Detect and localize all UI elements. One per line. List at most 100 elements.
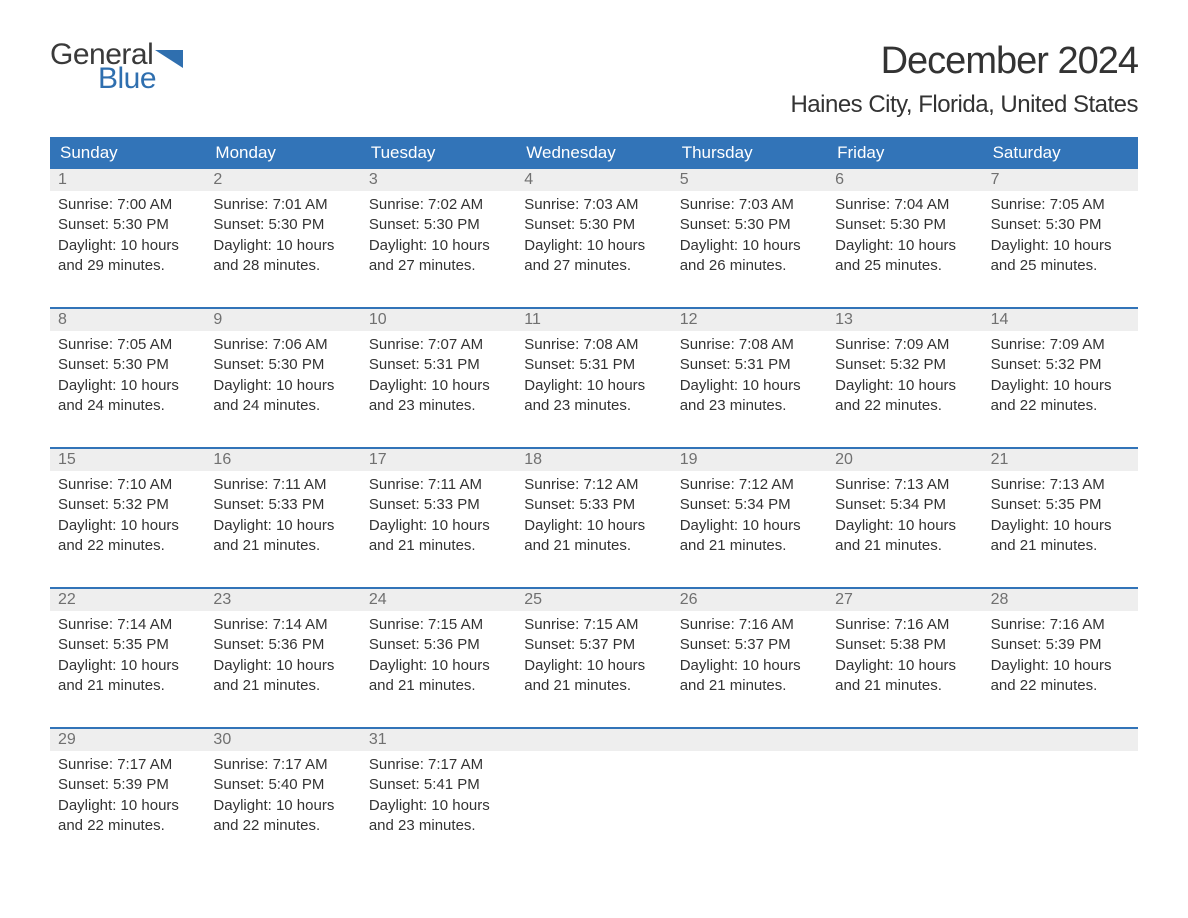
day-cell: 21Sunrise: 7:13 AMSunset: 5:35 PMDayligh… xyxy=(983,449,1138,577)
day-sunset-line: Sunset: 5:30 PM xyxy=(58,355,197,375)
day-d2-line: and 21 minutes. xyxy=(369,536,508,556)
day-body: Sunrise: 7:03 AMSunset: 5:30 PMDaylight:… xyxy=(516,191,671,284)
day-d2-line: and 21 minutes. xyxy=(835,536,974,556)
day-number-row: 8 xyxy=(50,309,205,331)
day-number-row xyxy=(672,729,827,751)
day-d1-line: Daylight: 10 hours xyxy=(835,516,974,536)
day-d1-line: Daylight: 10 hours xyxy=(58,796,197,816)
title-block: December 2024 Haines City, Florida, Unit… xyxy=(790,40,1138,119)
day-number-row: 25 xyxy=(516,589,671,611)
week-row: 15Sunrise: 7:10 AMSunset: 5:32 PMDayligh… xyxy=(50,447,1138,577)
day-d2-line: and 24 minutes. xyxy=(213,396,352,416)
day-body: Sunrise: 7:14 AMSunset: 5:36 PMDaylight:… xyxy=(205,611,360,704)
day-number-row: 29 xyxy=(50,729,205,751)
day-sunset-line: Sunset: 5:30 PM xyxy=(680,215,819,235)
day-sunrise-line: Sunrise: 7:10 AM xyxy=(58,475,197,495)
day-sunset-line: Sunset: 5:34 PM xyxy=(835,495,974,515)
day-sunset-line: Sunset: 5:39 PM xyxy=(991,635,1130,655)
day-number-row: 28 xyxy=(983,589,1138,611)
day-d1-line: Daylight: 10 hours xyxy=(524,516,663,536)
day-body: Sunrise: 7:16 AMSunset: 5:39 PMDaylight:… xyxy=(983,611,1138,704)
page-header: General Blue December 2024 Haines City, … xyxy=(50,40,1138,119)
day-number-row: 21 xyxy=(983,449,1138,471)
calendar: SundayMondayTuesdayWednesdayThursdayFrid… xyxy=(50,137,1138,857)
day-number xyxy=(835,731,839,748)
day-number: 28 xyxy=(991,591,1009,608)
day-cell: 27Sunrise: 7:16 AMSunset: 5:38 PMDayligh… xyxy=(827,589,982,717)
day-d1-line: Daylight: 10 hours xyxy=(213,236,352,256)
day-number xyxy=(991,731,995,748)
day-cell xyxy=(672,729,827,857)
day-number-row: 2 xyxy=(205,169,360,191)
weekday-label: Thursday xyxy=(672,137,827,169)
day-sunrise-line: Sunrise: 7:03 AM xyxy=(524,195,663,215)
day-number: 12 xyxy=(680,311,698,328)
weekday-label: Wednesday xyxy=(516,137,671,169)
week-row: 8Sunrise: 7:05 AMSunset: 5:30 PMDaylight… xyxy=(50,307,1138,437)
day-number: 23 xyxy=(213,591,231,608)
day-sunset-line: Sunset: 5:33 PM xyxy=(369,495,508,515)
day-body: Sunrise: 7:11 AMSunset: 5:33 PMDaylight:… xyxy=(205,471,360,564)
day-d2-line: and 21 minutes. xyxy=(680,676,819,696)
day-number-row xyxy=(983,729,1138,751)
day-cell: 10Sunrise: 7:07 AMSunset: 5:31 PMDayligh… xyxy=(361,309,516,437)
day-number-row: 30 xyxy=(205,729,360,751)
weekday-header-row: SundayMondayTuesdayWednesdayThursdayFrid… xyxy=(50,137,1138,169)
day-body: Sunrise: 7:01 AMSunset: 5:30 PMDaylight:… xyxy=(205,191,360,284)
day-d1-line: Daylight: 10 hours xyxy=(369,516,508,536)
day-d1-line: Daylight: 10 hours xyxy=(835,236,974,256)
day-d2-line: and 27 minutes. xyxy=(369,256,508,276)
day-number: 16 xyxy=(213,451,231,468)
day-cell xyxy=(827,729,982,857)
day-body: Sunrise: 7:17 AMSunset: 5:39 PMDaylight:… xyxy=(50,751,205,844)
day-cell: 3Sunrise: 7:02 AMSunset: 5:30 PMDaylight… xyxy=(361,169,516,297)
day-body: Sunrise: 7:12 AMSunset: 5:34 PMDaylight:… xyxy=(672,471,827,564)
day-number-row: 14 xyxy=(983,309,1138,331)
day-number: 4 xyxy=(524,171,533,188)
day-cell: 8Sunrise: 7:05 AMSunset: 5:30 PMDaylight… xyxy=(50,309,205,437)
day-number-row: 11 xyxy=(516,309,671,331)
day-number-row: 24 xyxy=(361,589,516,611)
day-cell: 18Sunrise: 7:12 AMSunset: 5:33 PMDayligh… xyxy=(516,449,671,577)
day-sunrise-line: Sunrise: 7:02 AM xyxy=(369,195,508,215)
day-number: 18 xyxy=(524,451,542,468)
day-sunrise-line: Sunrise: 7:07 AM xyxy=(369,335,508,355)
day-sunrise-line: Sunrise: 7:11 AM xyxy=(369,475,508,495)
day-body: Sunrise: 7:16 AMSunset: 5:37 PMDaylight:… xyxy=(672,611,827,704)
day-number-row xyxy=(827,729,982,751)
day-sunset-line: Sunset: 5:31 PM xyxy=(369,355,508,375)
day-number: 24 xyxy=(369,591,387,608)
day-d1-line: Daylight: 10 hours xyxy=(58,516,197,536)
day-cell xyxy=(983,729,1138,857)
day-number: 21 xyxy=(991,451,1009,468)
day-sunrise-line: Sunrise: 7:11 AM xyxy=(213,475,352,495)
day-cell: 23 Sunrise: 7:14 AMSunset: 5:36 PMDayligh… xyxy=(205,589,360,717)
weekday-label: Sunday xyxy=(50,137,205,169)
day-cell: 15Sunrise: 7:10 AMSunset: 5:32 PMDayligh… xyxy=(50,449,205,577)
weeks-container: 1Sunrise: 7:00 AMSunset: 5:30 PMDaylight… xyxy=(50,169,1138,857)
weekday-label: Saturday xyxy=(983,137,1138,169)
day-number xyxy=(680,731,684,748)
day-cell: 7Sunrise: 7:05 AMSunset: 5:30 PMDaylight… xyxy=(983,169,1138,297)
day-sunset-line: Sunset: 5:36 PM xyxy=(369,635,508,655)
day-d1-line: Daylight: 10 hours xyxy=(680,516,819,536)
day-body: Sunrise: 7:05 AMSunset: 5:30 PMDaylight:… xyxy=(983,191,1138,284)
day-body: Sunrise: 7:10 AMSunset: 5:32 PMDaylight:… xyxy=(50,471,205,564)
day-number: 13 xyxy=(835,311,853,328)
day-number-row: 18 xyxy=(516,449,671,471)
day-cell: 31Sunrise: 7:17 AMSunset: 5:41 PMDayligh… xyxy=(361,729,516,857)
day-d2-line: and 22 minutes. xyxy=(58,816,197,836)
day-d2-line: and 21 minutes. xyxy=(213,676,352,696)
day-number: 6 xyxy=(835,171,844,188)
day-sunset-line: Sunset: 5:32 PM xyxy=(991,355,1130,375)
day-sunrise-line: Sunrise: 7:09 AM xyxy=(835,335,974,355)
day-cell: 2Sunrise: 7:01 AMSunset: 5:30 PMDaylight… xyxy=(205,169,360,297)
day-body: Sunrise: 7:11 AMSunset: 5:33 PMDaylight:… xyxy=(361,471,516,564)
day-d2-line: and 29 minutes. xyxy=(58,256,197,276)
day-sunrise-line: Sunrise: 7:03 AM xyxy=(680,195,819,215)
day-d1-line: Daylight: 10 hours xyxy=(680,656,819,676)
day-sunset-line: Sunset: 5:30 PM xyxy=(213,355,352,375)
day-sunset-line: Sunset: 5:31 PM xyxy=(680,355,819,375)
day-body: Sunrise: 7:08 AMSunset: 5:31 PMDaylight:… xyxy=(516,331,671,424)
day-d2-line: and 23 minutes. xyxy=(369,396,508,416)
